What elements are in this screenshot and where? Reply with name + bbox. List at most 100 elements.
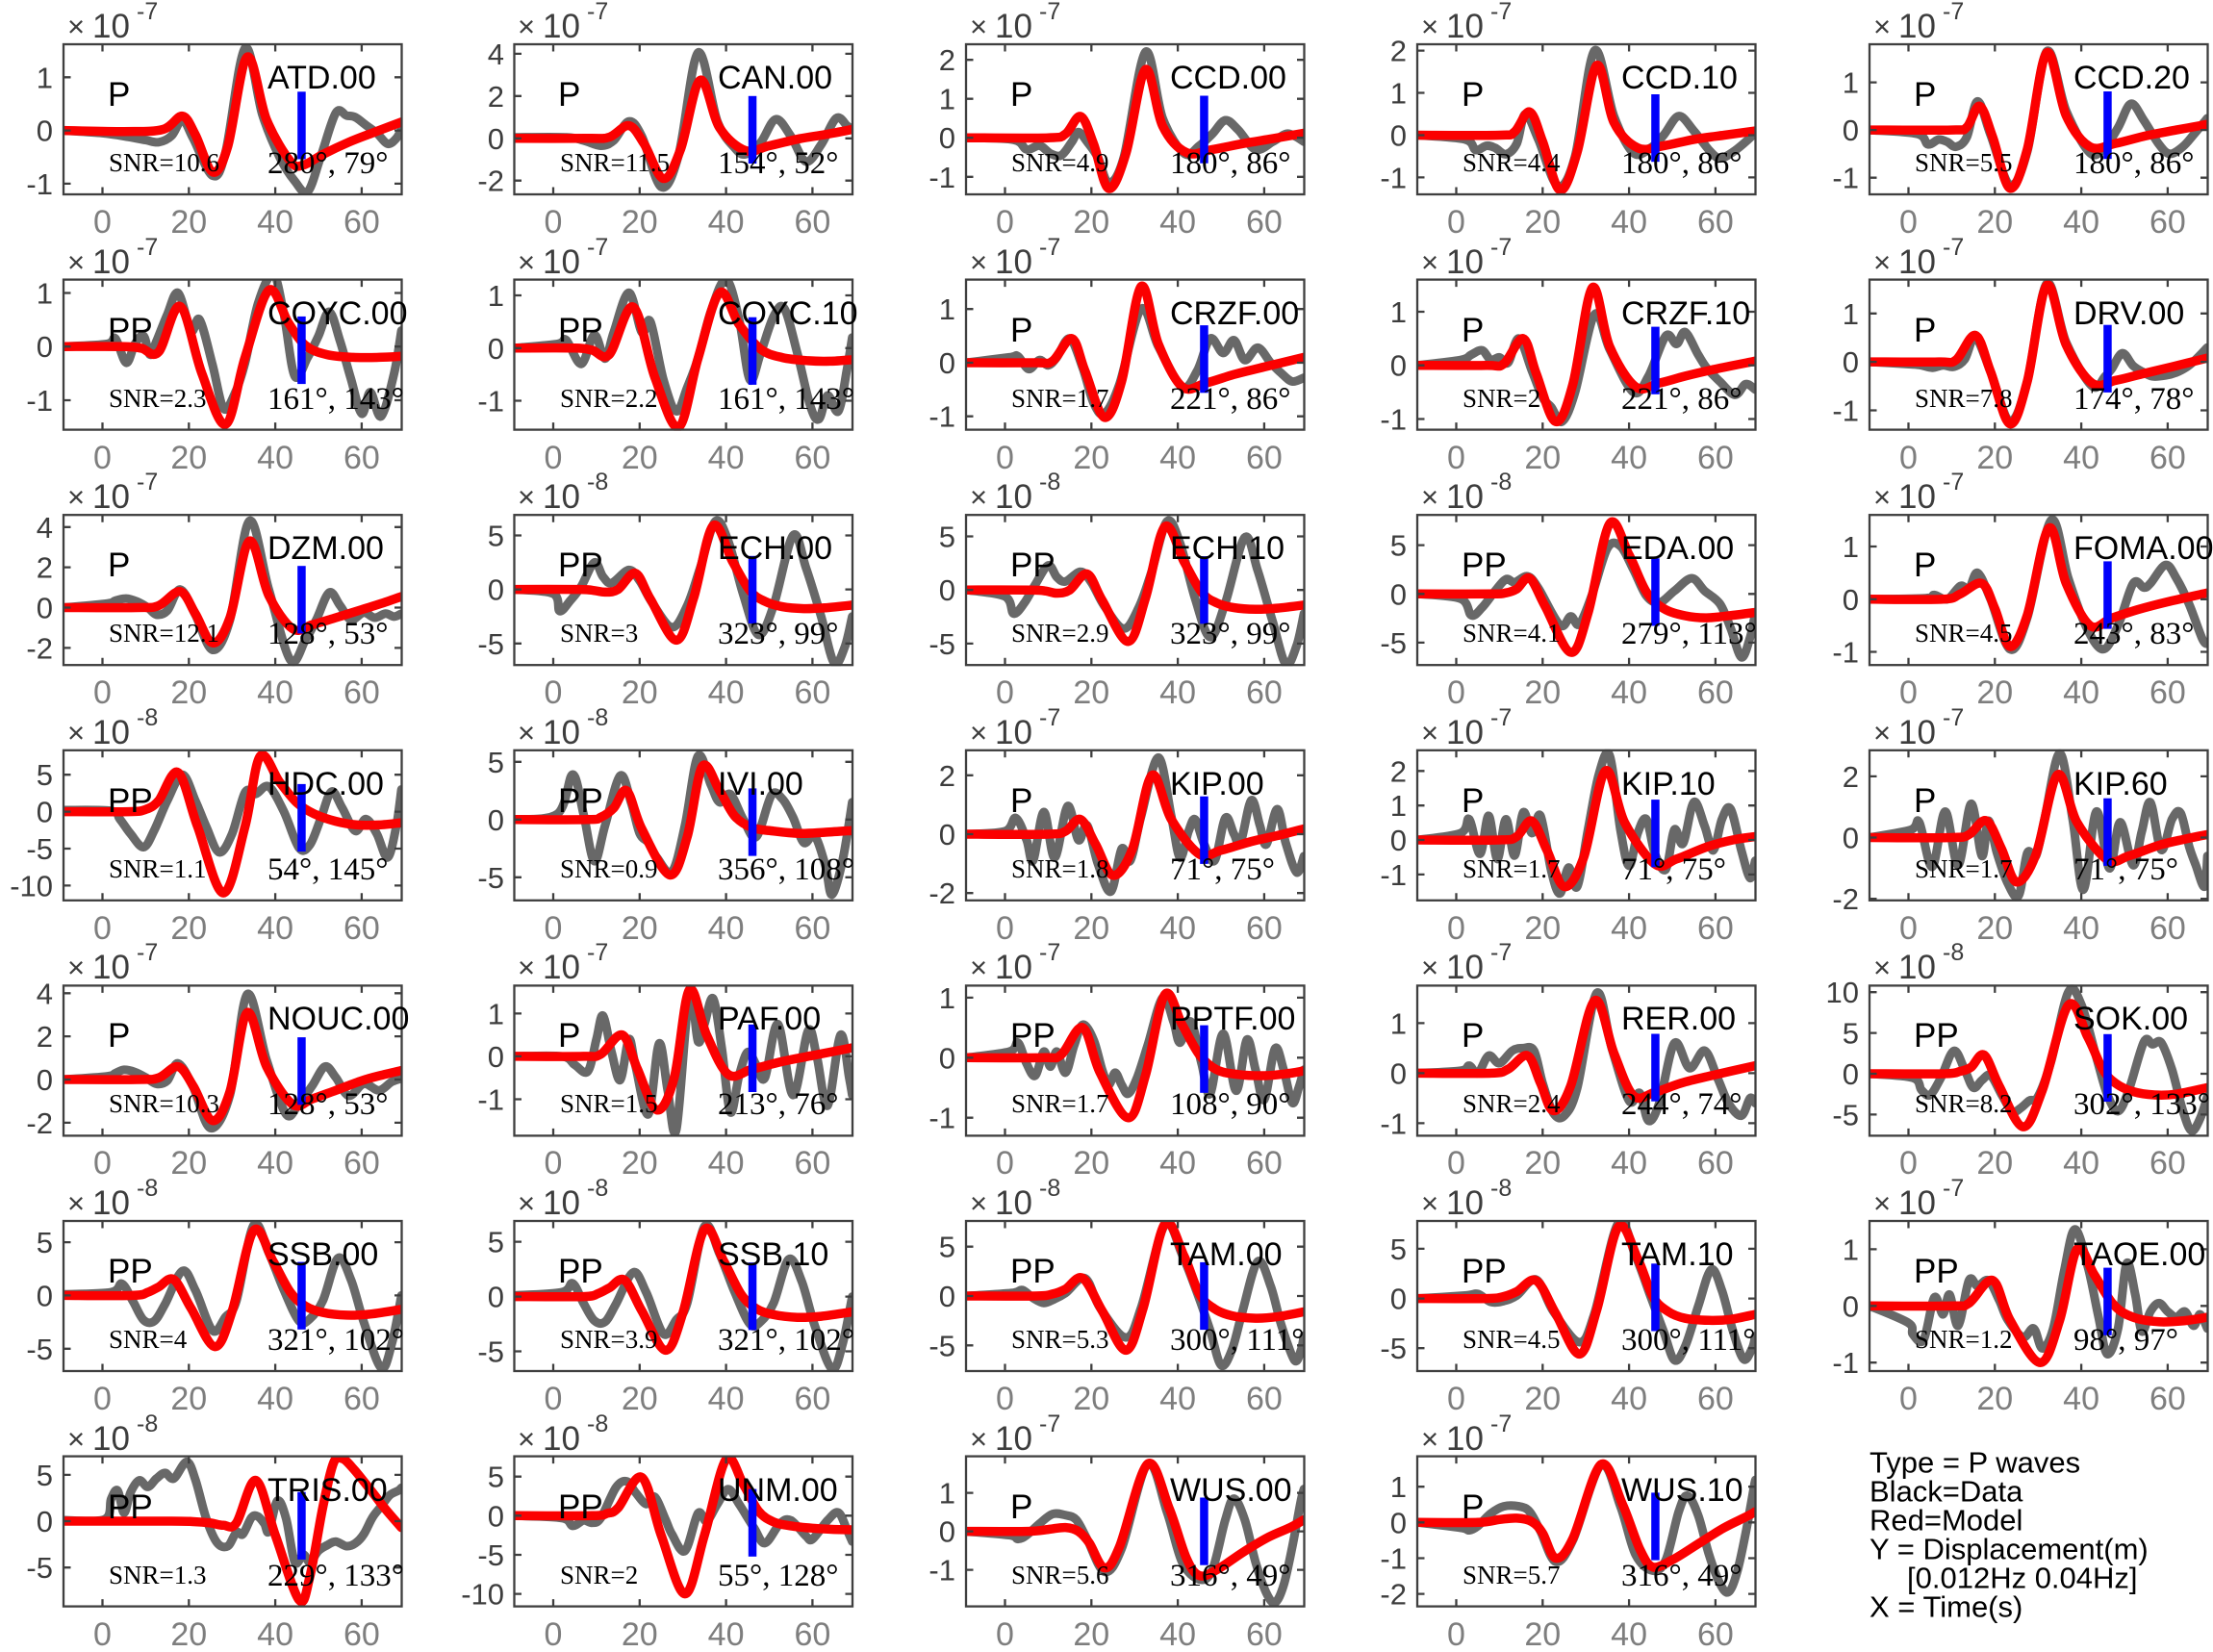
svg-text:321°, 102°: 321°, 102° [718, 1323, 854, 1358]
svg-text:SNR=5.6: SNR=5.6 [1011, 1561, 1109, 1589]
svg-text:10: 10 [995, 949, 1032, 986]
svg-text:SNR=5.3: SNR=5.3 [1011, 1325, 1109, 1354]
svg-text:×: × [1873, 1186, 1891, 1220]
svg-text:180°, 86°: 180°, 86° [2073, 146, 2194, 181]
svg-text:CRZF.00: CRZF.00 [1170, 295, 1299, 332]
svg-text:10: 10 [543, 8, 580, 45]
svg-text:2: 2 [1390, 754, 1407, 788]
svg-text:-5: -5 [477, 1335, 504, 1369]
svg-text:×: × [67, 1186, 85, 1220]
svg-text:0: 0 [1390, 577, 1407, 611]
svg-text:PP: PP [558, 782, 603, 820]
svg-text:×: × [518, 480, 535, 514]
svg-text:PAF.00: PAF.00 [718, 1001, 821, 1037]
svg-text:60: 60 [1246, 1145, 1283, 1182]
svg-text:60: 60 [794, 1381, 830, 1417]
svg-text:20: 20 [1976, 440, 2013, 476]
svg-text:20: 20 [170, 440, 207, 476]
svg-text:-7: -7 [137, 469, 158, 496]
svg-text:60: 60 [794, 910, 830, 947]
svg-text:SNR=1.5: SNR=1.5 [560, 1089, 658, 1118]
svg-text:10: 10 [1446, 1184, 1484, 1222]
svg-text:-7: -7 [1943, 234, 1964, 261]
svg-text:SNR=1.7: SNR=1.7 [1463, 854, 1561, 883]
svg-text:SSB.00: SSB.00 [267, 1236, 378, 1273]
svg-text:1: 1 [488, 279, 504, 313]
svg-text:40: 40 [708, 440, 745, 476]
svg-text:SNR=1.7: SNR=1.7 [1915, 854, 2013, 883]
svg-text:-8: -8 [1943, 939, 1964, 966]
svg-text:-7: -7 [1039, 704, 1060, 731]
svg-text:1: 1 [1843, 297, 1859, 331]
svg-text:302°, 133°: 302°, 133° [2073, 1087, 2210, 1122]
svg-text:-2: -2 [26, 631, 53, 665]
svg-text:40: 40 [1611, 1616, 1647, 1647]
svg-text:40: 40 [708, 1616, 745, 1647]
svg-text:SNR=2.4: SNR=2.4 [1463, 1089, 1561, 1118]
svg-text:-10: -10 [10, 869, 53, 902]
svg-text:10: 10 [1898, 949, 1936, 986]
svg-text:1: 1 [1390, 295, 1407, 329]
svg-text:1: 1 [488, 997, 504, 1030]
svg-text:P: P [1914, 782, 1936, 820]
svg-text:SNR=2.2: SNR=2.2 [560, 384, 658, 413]
svg-text:20: 20 [622, 910, 658, 947]
svg-text:P: P [1462, 782, 1484, 820]
svg-text:-1: -1 [1832, 636, 1859, 670]
svg-text:20: 20 [1073, 204, 1109, 241]
svg-text:-7: -7 [1039, 939, 1060, 966]
svg-text:10: 10 [543, 243, 580, 281]
svg-text:×: × [1421, 1422, 1438, 1456]
svg-text:20: 20 [1073, 1145, 1109, 1182]
svg-text:SNR=1.2: SNR=1.2 [1915, 1325, 2013, 1354]
svg-text:1: 1 [1390, 77, 1407, 111]
svg-text:0: 0 [37, 592, 53, 625]
svg-text:71°, 75°: 71°, 75° [2073, 852, 2178, 887]
svg-text:TAM.00: TAM.00 [1170, 1236, 1283, 1273]
svg-text:-2: -2 [928, 877, 955, 910]
svg-text:60: 60 [1246, 440, 1283, 476]
svg-text:-7: -7 [1490, 0, 1512, 25]
svg-text:10: 10 [995, 8, 1032, 45]
svg-text:10: 10 [92, 1184, 130, 1222]
svg-text:0: 0 [545, 1616, 563, 1647]
svg-text:-7: -7 [1490, 1411, 1512, 1437]
svg-text:60: 60 [1697, 674, 1734, 711]
svg-text:0: 0 [93, 910, 112, 947]
svg-text:CCD.00: CCD.00 [1170, 60, 1286, 96]
svg-text:10: 10 [92, 949, 130, 986]
svg-text:20: 20 [1976, 1145, 2013, 1182]
svg-text:P: P [558, 1017, 580, 1055]
svg-text:-1: -1 [1832, 162, 1859, 195]
svg-text:0: 0 [996, 204, 1014, 241]
svg-text:PP: PP [108, 1253, 153, 1290]
svg-text:PP: PP [1914, 1253, 1959, 1290]
svg-text:SNR=4: SNR=4 [109, 1325, 188, 1354]
svg-text:20: 20 [1524, 674, 1561, 711]
svg-text:-7: -7 [587, 234, 608, 261]
svg-text:-7: -7 [1943, 469, 1964, 496]
svg-text:20: 20 [1073, 1616, 1109, 1647]
svg-text:0: 0 [939, 121, 955, 155]
svg-text:60: 60 [343, 440, 380, 476]
svg-text:60: 60 [2149, 1381, 2186, 1417]
svg-text:20: 20 [1976, 204, 2013, 241]
svg-text:P: P [108, 76, 130, 114]
svg-text:-8: -8 [1039, 1175, 1060, 1202]
svg-text:40: 40 [2063, 440, 2099, 476]
svg-text:60: 60 [2149, 204, 2186, 241]
svg-text:5: 5 [37, 1226, 53, 1259]
svg-text:×: × [518, 716, 535, 750]
svg-text:Black=Data: Black=Data [1870, 1475, 2023, 1509]
svg-text:5: 5 [488, 1226, 504, 1259]
svg-text:20: 20 [1073, 674, 1109, 711]
svg-text:40: 40 [1159, 910, 1196, 947]
svg-text:0: 0 [1843, 114, 1859, 147]
svg-text:0: 0 [1447, 1616, 1465, 1647]
svg-text:279°, 113°: 279°, 113° [1621, 617, 1757, 651]
svg-text:20: 20 [622, 1616, 658, 1647]
svg-text:1: 1 [1390, 789, 1407, 823]
svg-text:4: 4 [37, 511, 53, 545]
svg-text:×: × [970, 245, 987, 279]
svg-text:SNR=10.3: SNR=10.3 [109, 1089, 219, 1118]
